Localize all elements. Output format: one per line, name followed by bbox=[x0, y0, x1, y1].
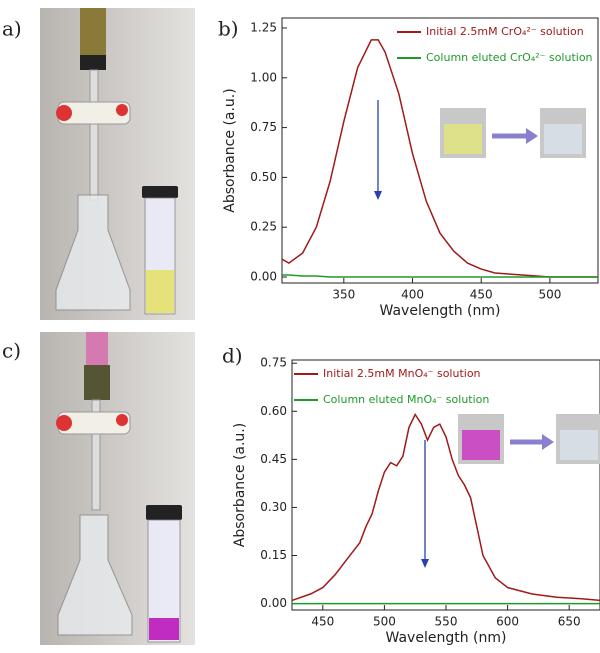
y-tick-label: 0.00 bbox=[250, 270, 277, 284]
y-tick-label: 1.00 bbox=[250, 70, 277, 84]
data-line bbox=[282, 274, 598, 278]
x-axis-label: Wavelength (nm) bbox=[380, 303, 501, 319]
x-tick-label: 550 bbox=[435, 615, 458, 629]
legend-label: Initial 2.5mM MnO₄⁻ solution bbox=[323, 367, 481, 380]
inset-liquid bbox=[544, 124, 582, 154]
x-tick-label: 600 bbox=[496, 615, 519, 629]
panel-label: d) bbox=[222, 344, 243, 368]
panel-label: c) bbox=[2, 339, 21, 363]
y-tick-label: 0.15 bbox=[260, 548, 287, 562]
legend-label: Initial 2.5mM CrO₄²⁻ solution bbox=[426, 25, 584, 38]
data-line bbox=[281, 39, 598, 278]
x-tick-label: 400 bbox=[401, 288, 424, 302]
x-tick-label: 450 bbox=[470, 288, 493, 302]
x-tick-label: 500 bbox=[538, 288, 561, 302]
y-tick-label: 0.50 bbox=[250, 170, 277, 184]
y-tick-label: 0.75 bbox=[250, 120, 277, 134]
data-line bbox=[291, 412, 600, 602]
x-axis-label: Wavelength (nm) bbox=[386, 630, 507, 646]
inset-liquid bbox=[444, 124, 482, 154]
legend-label: Column eluted MnO₄⁻ solution bbox=[323, 393, 489, 406]
inset-liquid bbox=[560, 430, 598, 460]
inset-liquid bbox=[462, 430, 500, 460]
y-tick-label: 0.00 bbox=[260, 596, 287, 610]
panel-label: a) bbox=[2, 17, 22, 41]
panel-label: b) bbox=[218, 17, 239, 41]
arrow-head bbox=[421, 559, 429, 568]
arrow-head bbox=[542, 434, 554, 450]
x-tick-label: 350 bbox=[332, 288, 355, 302]
legend-label: Column eluted CrO₄²⁻ solution bbox=[426, 51, 593, 64]
photo bbox=[40, 332, 195, 645]
x-tick-label: 500 bbox=[373, 615, 396, 629]
plot-frame bbox=[281, 17, 599, 284]
photo bbox=[40, 8, 195, 320]
y-tick-label: 0.30 bbox=[260, 500, 287, 514]
arrow-head bbox=[374, 191, 382, 200]
y-tick-label: 0.75 bbox=[260, 356, 287, 370]
y-tick-label: 1.25 bbox=[250, 20, 277, 34]
y-tick-label: 0.25 bbox=[250, 220, 277, 234]
y-tick-label: 0.60 bbox=[260, 404, 287, 418]
y-axis-label: Absorbance (a.u.) bbox=[232, 423, 248, 547]
x-tick-label: 650 bbox=[558, 615, 581, 629]
x-tick-label: 450 bbox=[311, 615, 334, 629]
arrow-head bbox=[526, 128, 538, 144]
y-tick-label: 0.45 bbox=[260, 452, 287, 466]
y-axis-label: Absorbance (a.u.) bbox=[222, 88, 238, 212]
